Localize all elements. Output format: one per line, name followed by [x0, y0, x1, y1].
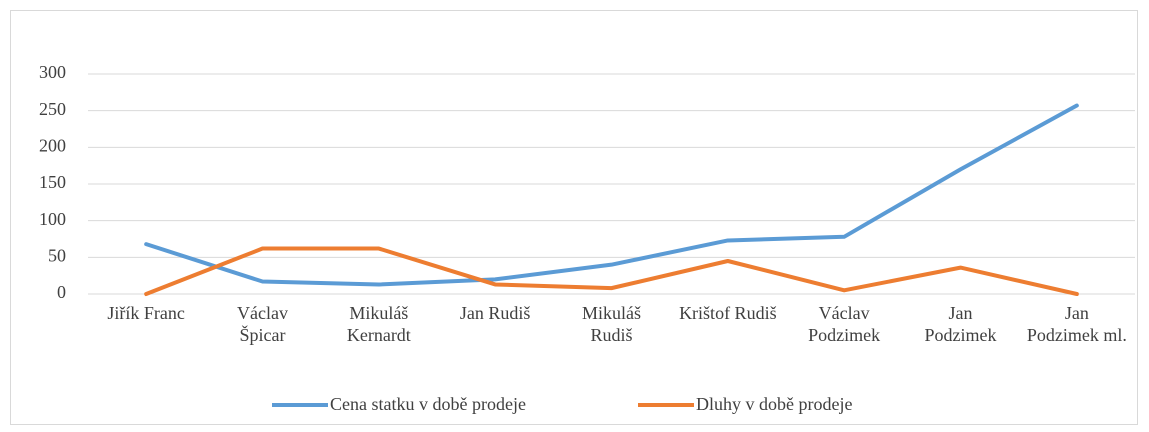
chart-border: [10, 10, 1138, 425]
y-tick-label: 0: [57, 282, 66, 302]
x-tick-label: Mikuláš Kernardt: [346, 303, 411, 345]
y-tick-label: 150: [39, 172, 66, 192]
x-tick-label: Jiřík Franc: [107, 303, 185, 323]
x-tick-label: Václav Podzimek: [808, 303, 881, 345]
legend-label: Dluhy v době prodeje: [696, 394, 852, 414]
x-tick-label: Krištof Rudiš: [679, 303, 777, 323]
y-tick-label: 300: [39, 62, 66, 82]
y-tick-label: 250: [39, 99, 66, 119]
x-tick-label: Mikuláš Rudiš: [581, 303, 641, 345]
line-series: [144, 246, 1079, 296]
line-series: [144, 103, 1079, 287]
x-tick-label: Jan Podzimek: [924, 303, 997, 345]
y-tick-label: 200: [39, 135, 66, 155]
x-tick-label: Jan Rudiš: [459, 303, 531, 323]
legend-label: Cena statku v době prodeje: [330, 394, 526, 414]
y-tick-label: 100: [39, 209, 66, 229]
x-tick-label: Václav Špicar: [237, 303, 288, 345]
x-tick-label: Jan Podzimek ml.: [1026, 303, 1127, 345]
y-tick-label: 50: [48, 245, 66, 265]
